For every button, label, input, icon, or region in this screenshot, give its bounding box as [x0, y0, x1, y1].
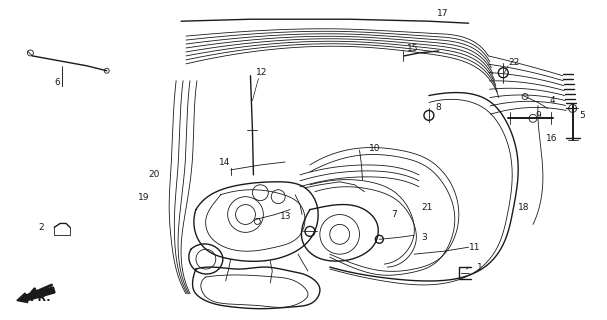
Text: 2: 2 [39, 223, 44, 232]
Text: 17: 17 [437, 9, 449, 18]
Text: 1: 1 [476, 263, 482, 272]
Text: 7: 7 [392, 210, 397, 219]
Text: 19: 19 [138, 193, 149, 202]
Text: 20: 20 [148, 170, 159, 180]
Text: 8: 8 [436, 103, 441, 112]
Text: 5: 5 [580, 111, 585, 120]
Text: 11: 11 [469, 243, 480, 252]
Text: 4: 4 [550, 96, 555, 105]
Text: 10: 10 [370, 144, 381, 153]
Text: 14: 14 [219, 158, 230, 167]
Text: 15: 15 [407, 44, 419, 53]
Text: FR.: FR. [30, 293, 50, 303]
Text: 3: 3 [421, 233, 427, 242]
Text: 9: 9 [535, 111, 541, 120]
Text: 6: 6 [54, 78, 60, 87]
Text: 13: 13 [280, 212, 292, 221]
FancyArrow shape [17, 287, 55, 302]
Text: 12: 12 [256, 68, 268, 77]
Text: 18: 18 [518, 203, 530, 212]
Text: 16: 16 [546, 134, 557, 143]
Text: 22: 22 [508, 58, 520, 67]
Text: 21: 21 [421, 203, 432, 212]
